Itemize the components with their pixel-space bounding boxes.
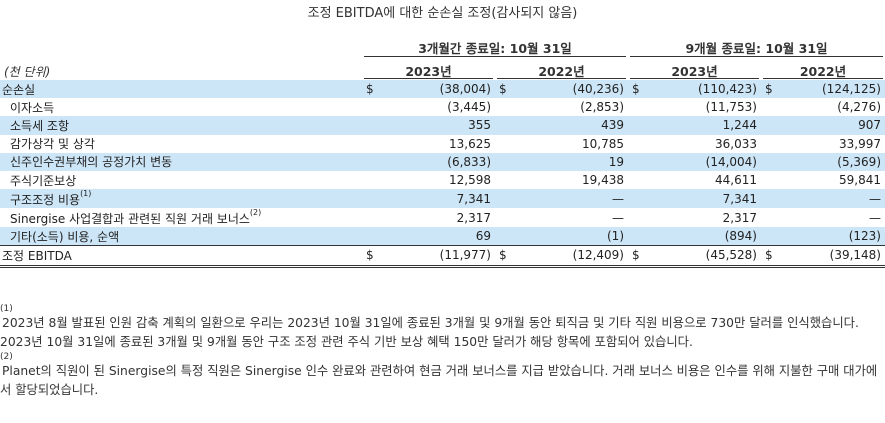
cell-value: 36,033 xyxy=(715,136,757,151)
table-row: 감가상각 및 상각 13,625 10,785 36,033 33,997 xyxy=(0,135,885,153)
footnote-text: Planet의 직원이 된 Sinergise의 특정 직원은 Sinergis… xyxy=(0,364,878,397)
cell-value: 19 xyxy=(513,152,628,171)
table-row: 주식기준보상 12,598 19,438 44,611 59,841 xyxy=(0,171,885,189)
cell-value: (124,125) xyxy=(779,80,885,99)
footnote-ref: (2) xyxy=(249,208,262,218)
group-underline xyxy=(630,56,883,57)
footnote-mark: (1) xyxy=(0,304,13,314)
cell-value: (38,004) xyxy=(380,80,495,99)
currency-symbol: $ xyxy=(628,245,646,268)
row-label: 감가상각 및 상각 xyxy=(10,137,95,152)
row-label: 신주인수권부채의 공정가치 변동 xyxy=(0,152,362,171)
cell-value: (123) xyxy=(779,227,885,246)
table-row: 신주인수권부채의 공정가치 변동 (6,833) 19 (14,004) (5,… xyxy=(0,152,885,171)
cell-value: 10,785 xyxy=(582,136,624,151)
row-label: 구조조정 비용(1) xyxy=(0,189,362,209)
group-header-9-months: 9개월 종료일: 10월 31일 xyxy=(685,41,828,56)
currency-symbol: $ xyxy=(761,245,779,268)
year-underline xyxy=(630,78,759,79)
cell-value: 59,841 xyxy=(839,173,881,188)
currency-symbol: $ xyxy=(495,245,513,268)
group-header-3-months: 3개월간 종료일: 10월 31일 xyxy=(418,41,572,56)
footnote-ref: (1) xyxy=(80,189,92,199)
cell-value: (11,753) xyxy=(705,100,757,115)
table-row: 소득세 조항 355 439 1,244 907 xyxy=(0,116,885,135)
row-label: 순손실 xyxy=(0,80,362,99)
year-header: 2023년 xyxy=(405,64,452,79)
table-row: 기타(소득) 비용, 순액 69 (1) (894) (123) xyxy=(0,227,885,246)
footnote-mark: (2) xyxy=(0,352,13,362)
cell-value: (1) xyxy=(513,227,628,246)
row-label: Sinergise 사업결합과 관련된 직원 거래 보너스(2) xyxy=(10,208,262,227)
currency-symbol: $ xyxy=(362,245,380,268)
footnote: (1) 2023년 8월 발표된 인원 감축 계획의 일환으로 우리는 2023… xyxy=(0,304,885,352)
cell-value: (894) xyxy=(646,227,761,246)
cell-value: (3,445) xyxy=(447,100,491,115)
unit-label: (천 단위) xyxy=(4,65,51,79)
year-header: 2022년 xyxy=(799,64,847,79)
group-underline xyxy=(364,56,626,57)
currency-symbol: $ xyxy=(495,80,513,99)
year-underline xyxy=(497,78,626,79)
cell-value: — xyxy=(612,210,624,225)
cell-value: (45,528) xyxy=(646,245,761,268)
cell-value: 33,997 xyxy=(839,136,881,151)
table-body: 순손실 $ (38,004) $ (40,236) $ (110,423) $ … xyxy=(0,80,885,268)
year-header: 2022년 xyxy=(538,64,585,79)
row-label: 조정 EBITDA xyxy=(0,245,362,268)
table-row: 구조조정 비용(1) 7,341 — 7,341 — xyxy=(0,189,885,209)
cell-value: 19,438 xyxy=(582,173,624,188)
cell-value: (14,004) xyxy=(646,152,761,171)
cell-value: (5,369) xyxy=(779,152,885,171)
cell-value: 2,317 xyxy=(722,210,757,225)
cell-value: 13,625 xyxy=(449,136,491,151)
currency-symbol: $ xyxy=(362,80,380,99)
cell-value: (39,148) xyxy=(779,245,885,268)
cell-value: (110,423) xyxy=(646,80,761,99)
year-header: 2023년 xyxy=(671,64,718,79)
year-underline xyxy=(364,78,493,79)
cell-value: 355 xyxy=(380,116,495,135)
table-row: 이자소득 (3,445) (2,853) (11,753) (4,276) xyxy=(0,98,885,116)
cell-value: — xyxy=(779,189,885,209)
cell-value: (4,276) xyxy=(837,100,881,115)
cell-value: 439 xyxy=(513,116,628,135)
year-underline xyxy=(763,78,883,79)
currency-symbol: $ xyxy=(628,80,646,99)
cell-value: 1,244 xyxy=(646,116,761,135)
cell-value: 69 xyxy=(380,227,495,246)
currency-symbol: $ xyxy=(761,80,779,99)
cell-value: (40,236) xyxy=(513,80,628,99)
cell-value: 7,341 xyxy=(646,189,761,209)
footnote: (2) Planet의 직원이 된 Sinergise의 특정 직원은 Sine… xyxy=(0,352,885,400)
cell-value: (6,833) xyxy=(380,152,495,171)
table-row-total: 조정 EBITDA $ (11,977) $ (12,409) $ (45,52… xyxy=(0,245,885,268)
table-row: 순손실 $ (38,004) $ (40,236) $ (110,423) $ … xyxy=(0,80,885,99)
table-row: Sinergise 사업결합과 관련된 직원 거래 보너스(2) 2,317 —… xyxy=(0,208,885,227)
row-label: 소득세 조항 xyxy=(0,116,362,135)
cell-value: 44,611 xyxy=(715,173,757,188)
cell-value: (2,853) xyxy=(580,100,624,115)
row-label: 기타(소득) 비용, 순액 xyxy=(0,227,362,246)
cell-value: 2,317 xyxy=(456,210,491,225)
reconciliation-table: 순손실 $ (38,004) $ (40,236) $ (110,423) $ … xyxy=(0,80,885,268)
cell-value: (11,977) xyxy=(380,245,495,268)
cell-value: 7,341 xyxy=(380,189,495,209)
table-title: 조정 EBITDA에 대한 순손실 조정(감사되지 않음) xyxy=(307,6,578,21)
row-label: 주식기준보상 xyxy=(10,173,77,188)
cell-value: — xyxy=(513,189,628,209)
footnotes: (1) 2023년 8월 발표된 인원 감축 계획의 일환으로 우리는 2023… xyxy=(0,304,885,400)
cell-value: (12,409) xyxy=(513,245,628,268)
cell-value: 907 xyxy=(779,116,885,135)
row-label: 이자소득 xyxy=(10,100,55,115)
cell-value: — xyxy=(869,210,881,225)
cell-value: 12,598 xyxy=(449,173,491,188)
footnote-text: 2023년 8월 발표된 인원 감축 계획의 일환으로 우리는 2023년 10… xyxy=(0,316,859,349)
